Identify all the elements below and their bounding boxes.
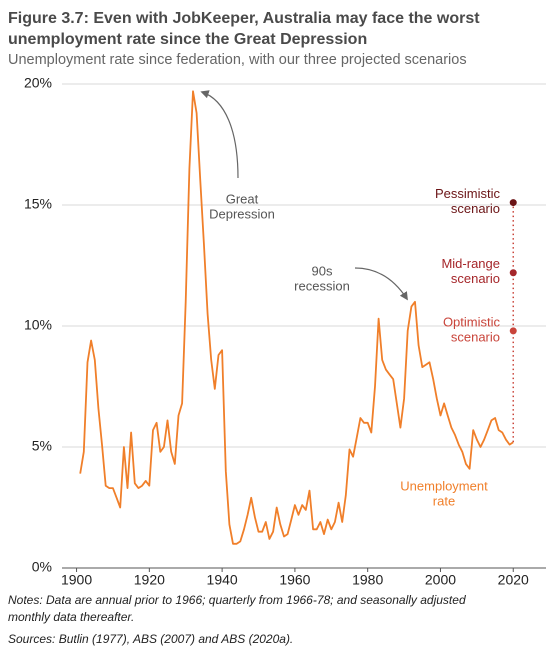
x-tick-label: 1940 — [207, 572, 238, 588]
x-tick-label: 1960 — [279, 572, 310, 588]
arrow — [354, 267, 408, 301]
y-tick-label: 5% — [32, 438, 52, 454]
annotation: rate — [433, 493, 455, 508]
arrow — [200, 90, 239, 179]
y-tick-label: 20% — [24, 75, 52, 91]
note: Notes: Data are annual prior to 1966; qu… — [8, 593, 466, 607]
y-tick-label: 10% — [24, 317, 52, 333]
title-line: unemployment rate since the Great Depres… — [8, 31, 367, 48]
sources: Sources: Butlin (1977), ABS (2007) and A… — [8, 632, 293, 646]
annotation: Great — [226, 191, 259, 206]
scenario-point — [509, 199, 517, 207]
scenario-label: scenario — [451, 201, 500, 216]
scenario-label: Optimistic — [443, 314, 501, 329]
scenario-label: Mid-range — [441, 256, 500, 271]
y-tick-label: 15% — [24, 196, 52, 212]
x-tick-label: 2020 — [498, 572, 529, 588]
subtitle: Unemployment rate since federation, with… — [8, 52, 467, 68]
scenario-label: scenario — [451, 271, 500, 286]
annotation: Depression — [209, 206, 275, 221]
scenario-point — [509, 269, 517, 277]
x-tick-label: 1980 — [352, 572, 383, 588]
x-tick-label: 1900 — [61, 572, 92, 588]
x-tick-label: 1920 — [134, 572, 165, 588]
note: monthly data thereafter. — [8, 610, 134, 624]
annotation: 90s — [312, 263, 333, 278]
title-line: Figure 3.7: Even with JobKeeper, Austral… — [8, 10, 480, 27]
annotation: recession — [294, 278, 350, 293]
scenario-label: scenario — [451, 329, 500, 344]
y-tick-label: 0% — [32, 559, 52, 575]
scenario-point — [509, 327, 517, 335]
x-tick-label: 2000 — [425, 572, 456, 588]
scenario-label: Pessimistic — [435, 186, 501, 201]
annotation: Unemployment — [400, 478, 488, 493]
line — [79, 90, 514, 545]
